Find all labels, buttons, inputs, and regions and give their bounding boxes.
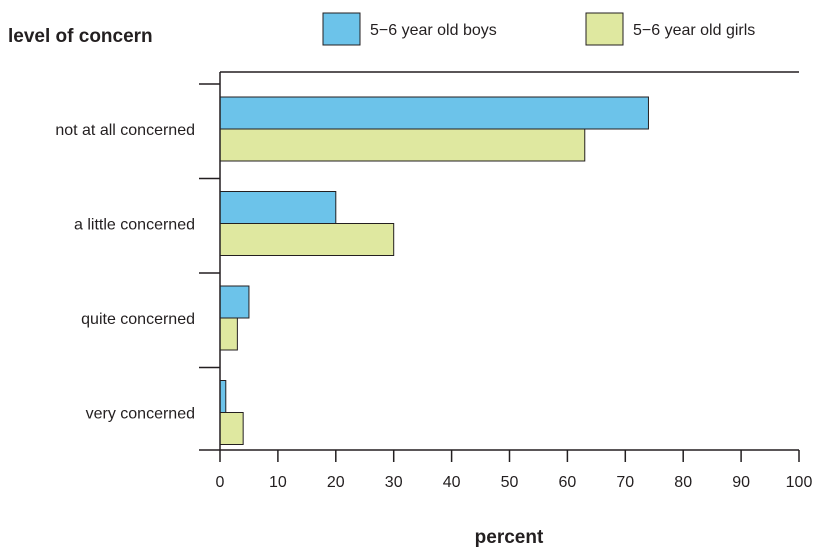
bar-boys-0 xyxy=(219,96,649,130)
x-axis-title: percent xyxy=(475,527,544,548)
legend-swatch-girls xyxy=(585,12,624,46)
bar-girls-3 xyxy=(219,412,244,445)
bar-boys-2 xyxy=(219,285,250,319)
x-tick-label: 50 xyxy=(501,474,519,491)
x-tick-labels: 0 10 20 30 40 50 60 70 80 90 100 xyxy=(216,474,813,491)
x-tick-label: 40 xyxy=(443,474,461,491)
x-tick-label: 70 xyxy=(616,474,634,491)
y-axis-title: level of concern xyxy=(8,26,153,47)
bar-girls-1 xyxy=(219,223,395,256)
legend-swatch-boys xyxy=(322,12,361,46)
x-tick-label: 10 xyxy=(269,474,287,491)
bar-girls-2 xyxy=(219,317,238,351)
legend-label-girls: 5−6 year old girls xyxy=(633,22,755,39)
x-tick-label: 90 xyxy=(732,474,750,491)
bar-group xyxy=(219,96,649,445)
bar-girls-0 xyxy=(219,128,586,162)
bar-boys-1 xyxy=(219,191,337,224)
x-tick-label: 0 xyxy=(216,474,225,491)
category-label: quite concerned xyxy=(81,311,195,328)
x-tick-label: 100 xyxy=(786,474,813,491)
x-tick-label: 60 xyxy=(559,474,577,491)
legend-label-boys: 5−6 year old boys xyxy=(370,22,497,39)
category-labels: not at all concerned a little concerned qu… xyxy=(55,122,195,423)
category-label: very concerned xyxy=(86,406,195,423)
x-tick-label: 80 xyxy=(674,474,692,491)
category-label: a little concerned xyxy=(74,217,195,234)
category-label: not at all concerned xyxy=(55,122,195,139)
x-tick-label: 20 xyxy=(327,474,345,491)
x-tick-label: 30 xyxy=(385,474,403,491)
axes xyxy=(199,71,800,462)
legend: 5−6 year old boys 5−6 year old girls xyxy=(322,12,755,46)
bar-boys-3 xyxy=(219,380,227,413)
